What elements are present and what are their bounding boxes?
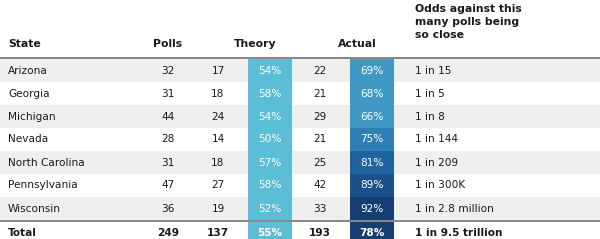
Bar [0, 59, 600, 82]
Text: 31: 31 [161, 158, 175, 168]
Text: Georgia: Georgia [8, 88, 50, 98]
Text: 54%: 54% [259, 65, 281, 76]
Text: 18: 18 [211, 158, 224, 168]
Text: State: State [8, 39, 41, 49]
Text: 50%: 50% [258, 135, 282, 145]
Bar [248, 105, 292, 128]
Text: 33: 33 [313, 203, 327, 213]
Text: 29: 29 [313, 112, 326, 121]
Text: 1 in 2.8 million: 1 in 2.8 million [415, 203, 494, 213]
Bar [248, 82, 292, 105]
Bar [350, 59, 394, 82]
Text: 42: 42 [313, 180, 326, 190]
Text: Michigan: Michigan [8, 112, 56, 121]
Text: 32: 32 [161, 65, 175, 76]
Bar [350, 105, 394, 128]
Text: 17: 17 [211, 65, 224, 76]
Text: 75%: 75% [361, 135, 383, 145]
Bar [350, 151, 394, 174]
Text: 1 in 5: 1 in 5 [415, 88, 445, 98]
Text: 44: 44 [161, 112, 175, 121]
Text: 52%: 52% [259, 203, 281, 213]
Bar [0, 222, 600, 239]
Text: 58%: 58% [258, 88, 282, 98]
Text: Nevada: Nevada [8, 135, 48, 145]
Text: 25: 25 [313, 158, 326, 168]
Bar [0, 128, 600, 151]
Text: 55%: 55% [257, 228, 283, 239]
Text: Actual: Actual [338, 39, 376, 49]
Text: 47: 47 [161, 180, 175, 190]
Text: 68%: 68% [360, 88, 384, 98]
Text: 31: 31 [161, 88, 175, 98]
Text: 54%: 54% [259, 112, 281, 121]
Bar [350, 174, 394, 197]
Text: 27: 27 [211, 180, 224, 190]
Bar [248, 128, 292, 151]
Text: 19: 19 [211, 203, 224, 213]
Text: 36: 36 [161, 203, 175, 213]
Text: 92%: 92% [361, 203, 383, 213]
Bar [248, 151, 292, 174]
Text: 89%: 89% [360, 180, 384, 190]
Text: 28: 28 [161, 135, 175, 145]
Text: 58%: 58% [258, 180, 282, 190]
Text: 81%: 81% [360, 158, 384, 168]
Text: 21: 21 [313, 88, 326, 98]
Text: Odds against this
many polls being
so close: Odds against this many polls being so cl… [415, 4, 522, 40]
Text: 137: 137 [207, 228, 229, 239]
Text: 66%: 66% [361, 112, 383, 121]
Text: 14: 14 [211, 135, 224, 145]
Bar [0, 151, 600, 174]
Text: Wisconsin: Wisconsin [8, 203, 61, 213]
Text: Theory: Theory [233, 39, 277, 49]
Text: 1 in 9.5 trillion: 1 in 9.5 trillion [415, 228, 503, 239]
Text: Total: Total [8, 228, 37, 239]
Bar [0, 82, 600, 105]
Bar [248, 174, 292, 197]
Bar [0, 105, 600, 128]
Text: North Carolina: North Carolina [8, 158, 85, 168]
Bar [350, 128, 394, 151]
Text: 18: 18 [211, 88, 224, 98]
Bar [248, 197, 292, 220]
Text: 78%: 78% [359, 228, 385, 239]
Text: Pennsylvania: Pennsylvania [8, 180, 78, 190]
Text: 1 in 15: 1 in 15 [415, 65, 451, 76]
Text: 57%: 57% [259, 158, 281, 168]
Text: 1 in 144: 1 in 144 [415, 135, 458, 145]
Bar [0, 197, 600, 220]
Text: 1 in 8: 1 in 8 [415, 112, 445, 121]
Bar [350, 222, 394, 239]
Text: Polls: Polls [154, 39, 182, 49]
Text: Arizona: Arizona [8, 65, 48, 76]
Text: 1 in 209: 1 in 209 [415, 158, 458, 168]
Text: 21: 21 [313, 135, 326, 145]
Text: 193: 193 [309, 228, 331, 239]
Bar [248, 59, 292, 82]
Text: 24: 24 [211, 112, 224, 121]
Bar [248, 222, 292, 239]
Bar [350, 197, 394, 220]
Bar [350, 82, 394, 105]
Text: 1 in 300K: 1 in 300K [415, 180, 465, 190]
Text: 249: 249 [157, 228, 179, 239]
Text: 22: 22 [313, 65, 326, 76]
Bar [0, 174, 600, 197]
Text: 69%: 69% [361, 65, 383, 76]
